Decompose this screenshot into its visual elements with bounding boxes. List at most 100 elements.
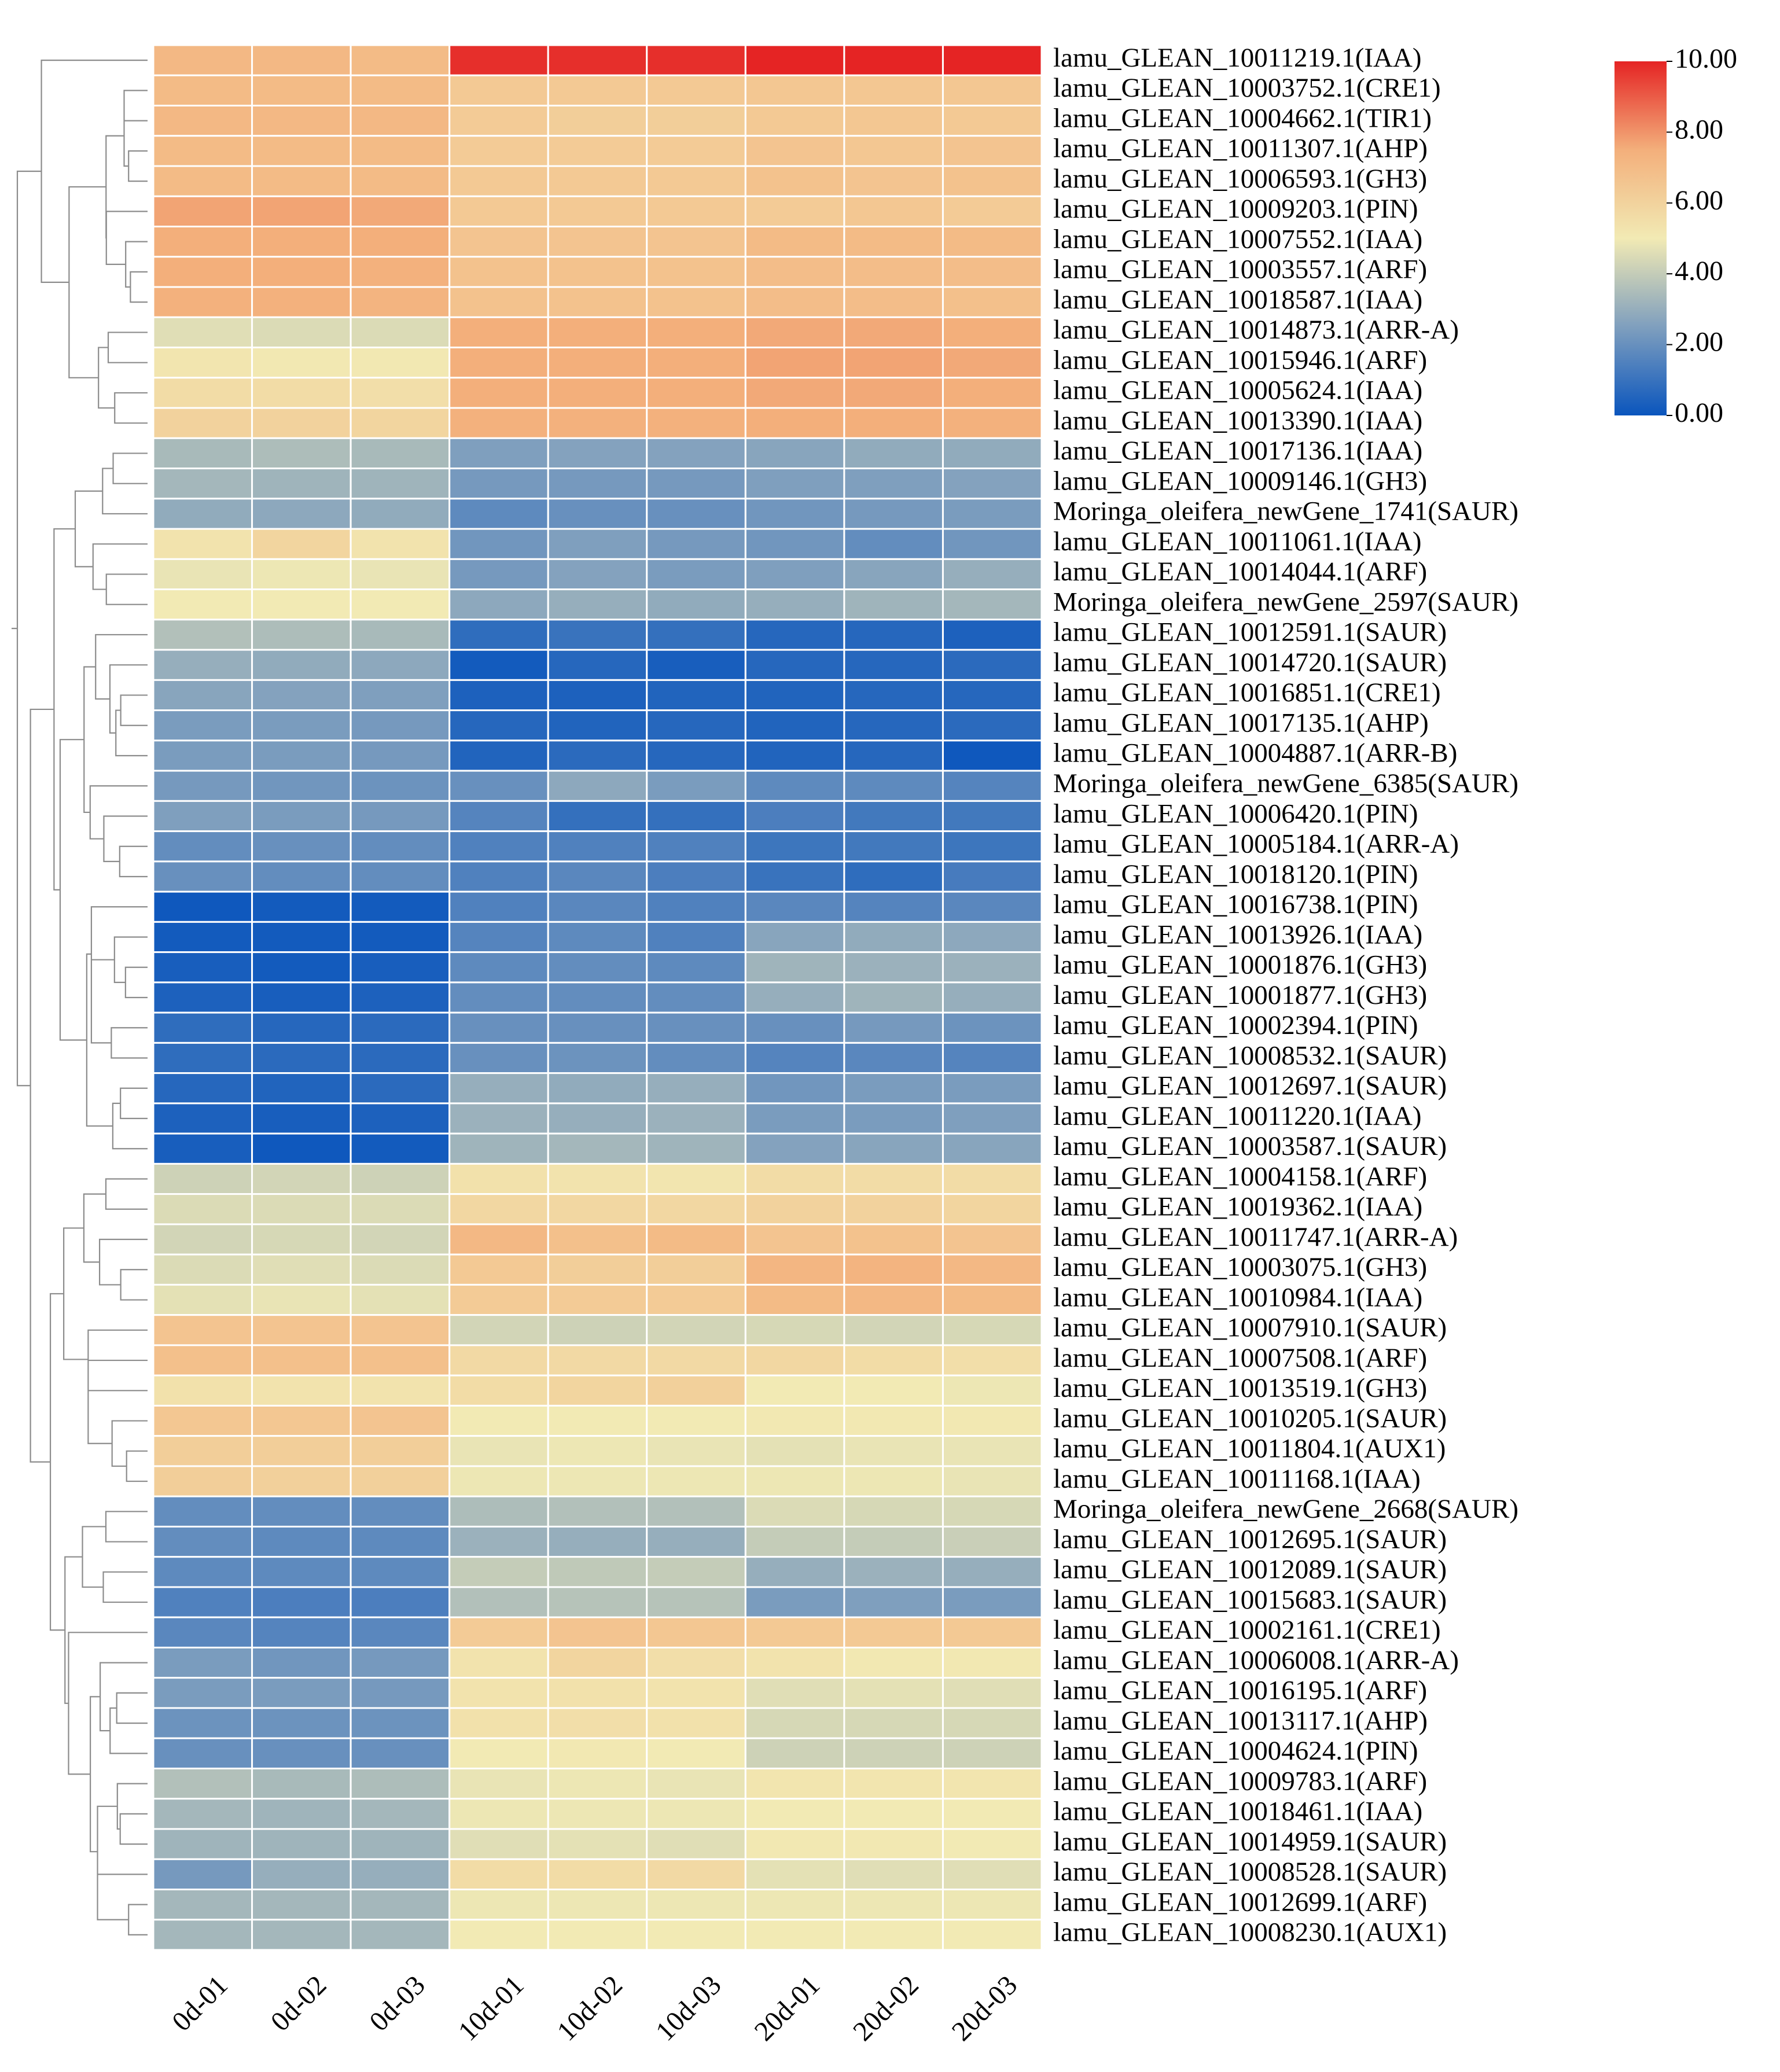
heatmap-cell — [448, 286, 549, 318]
heatmap-cell — [744, 528, 845, 560]
heatmap-cell — [547, 1314, 648, 1346]
row-label: lamu_GLEAN_10010984.1(IAA) — [1053, 1282, 1422, 1312]
heatmap-cell — [942, 1525, 1043, 1558]
heatmap-cell — [251, 347, 352, 379]
color-scale-tick-label: 4.00 — [1675, 256, 1723, 286]
heatmap-cell — [942, 74, 1043, 107]
heatmap-cell — [646, 890, 746, 923]
heatmap-cell — [547, 860, 648, 893]
heatmap-cell — [646, 1132, 746, 1165]
heatmap-cell — [942, 165, 1043, 197]
heatmap-cell — [448, 1041, 549, 1074]
heatmap-cell — [350, 1283, 451, 1316]
heatmap-cell — [843, 1646, 944, 1679]
row-label: lamu_GLEAN_10004158.1(ARF) — [1053, 1161, 1427, 1191]
heatmap-cell — [744, 981, 845, 1014]
heatmap-cell — [744, 1102, 845, 1135]
heatmap-cell — [350, 1374, 451, 1407]
heatmap-cell — [942, 1616, 1043, 1648]
color-scale-tick-label: 8.00 — [1675, 114, 1723, 145]
heatmap-cell — [152, 1041, 253, 1074]
row-label: lamu_GLEAN_10012089.1(SAUR) — [1053, 1555, 1447, 1585]
heatmap-cell — [646, 1374, 746, 1407]
heatmap-cell — [152, 74, 253, 107]
heatmap-cell — [547, 1102, 648, 1135]
color-scale-bar — [1614, 61, 1667, 415]
heatmap-cell — [350, 1616, 451, 1648]
row-label: lamu_GLEAN_10003075.1(GH3) — [1053, 1252, 1427, 1282]
heatmap-cell — [448, 1253, 549, 1286]
heatmap-cell — [251, 316, 352, 349]
heatmap-cell — [843, 739, 944, 772]
heatmap-cell — [646, 619, 746, 651]
heatmap-cell — [152, 1556, 253, 1588]
heatmap-cell — [152, 1102, 253, 1135]
heatmap-cell — [547, 1646, 648, 1679]
heatmap-cell — [646, 1858, 746, 1890]
heatmap-cell — [646, 649, 746, 681]
heatmap-cell — [547, 1556, 648, 1588]
heatmap-cell — [251, 1616, 352, 1648]
heatmap-cell — [744, 890, 845, 923]
heatmap-cell — [251, 135, 352, 167]
heatmap-cell — [744, 437, 845, 470]
heatmap-cell — [547, 1283, 648, 1316]
heatmap-cell — [350, 830, 451, 863]
heatmap-cell — [448, 1374, 549, 1407]
heatmap-cell — [942, 1102, 1043, 1135]
heatmap-cell — [350, 256, 451, 288]
heatmap-cell — [646, 588, 746, 621]
heatmap-cell — [843, 1556, 944, 1588]
heatmap-cell — [942, 1586, 1043, 1618]
heatmap-cell — [251, 1344, 352, 1377]
heatmap-cell — [646, 1283, 746, 1316]
heatmap-cell — [448, 1707, 549, 1739]
heatmap-cell — [251, 1374, 352, 1407]
heatmap-cell — [843, 1102, 944, 1135]
heatmap-cell — [843, 407, 944, 439]
row-label: lamu_GLEAN_10006593.1(GH3) — [1053, 164, 1427, 194]
heatmap-cell — [744, 1404, 845, 1437]
heatmap-cell — [448, 1737, 549, 1769]
heatmap-cell — [547, 407, 648, 439]
heatmap-cell — [942, 1253, 1043, 1286]
heatmap-cell — [942, 1767, 1043, 1800]
heatmap-cell — [152, 1858, 253, 1890]
row-label: lamu_GLEAN_10004887.1(ARR-B) — [1053, 738, 1457, 768]
heatmap-cell — [350, 437, 451, 470]
heatmap-cell — [448, 135, 549, 167]
heatmap-cell — [350, 1193, 451, 1225]
heatmap-cell — [350, 981, 451, 1014]
heatmap-cell — [152, 226, 253, 258]
heatmap-cell — [152, 981, 253, 1014]
heatmap-cell — [744, 1525, 845, 1558]
heatmap-cell — [646, 226, 746, 258]
row-label: lamu_GLEAN_10005184.1(ARR-A) — [1053, 829, 1459, 859]
heatmap-cell — [547, 1677, 648, 1709]
heatmap-cell — [448, 468, 549, 500]
heatmap-cell — [251, 830, 352, 863]
heatmap-cell — [251, 44, 352, 76]
heatmap-cell — [646, 709, 746, 742]
heatmap-cell — [350, 407, 451, 439]
heatmap-cell — [646, 316, 746, 349]
row-label: lamu_GLEAN_10002394.1(PIN) — [1053, 1010, 1418, 1040]
heatmap-cell — [646, 1828, 746, 1860]
heatmap-cell — [843, 468, 944, 500]
heatmap-cell — [547, 709, 648, 742]
heatmap-cell — [350, 468, 451, 500]
heatmap-cell — [744, 739, 845, 772]
heatmap-cell — [843, 951, 944, 984]
heatmap-cell — [843, 286, 944, 318]
heatmap-cell — [251, 981, 352, 1014]
heatmap-cell — [646, 44, 746, 76]
column-label: 20d-03 — [946, 1970, 1024, 2047]
heatmap-cell — [646, 407, 746, 439]
heatmap-cell — [843, 1828, 944, 1860]
heatmap-cell — [448, 105, 549, 137]
heatmap-cell — [744, 316, 845, 349]
heatmap-cell — [547, 588, 648, 621]
heatmap-cell — [942, 105, 1043, 137]
row-label: lamu_GLEAN_10018587.1(IAA) — [1053, 285, 1422, 315]
row-label: lamu_GLEAN_10009783.1(ARF) — [1053, 1766, 1427, 1796]
